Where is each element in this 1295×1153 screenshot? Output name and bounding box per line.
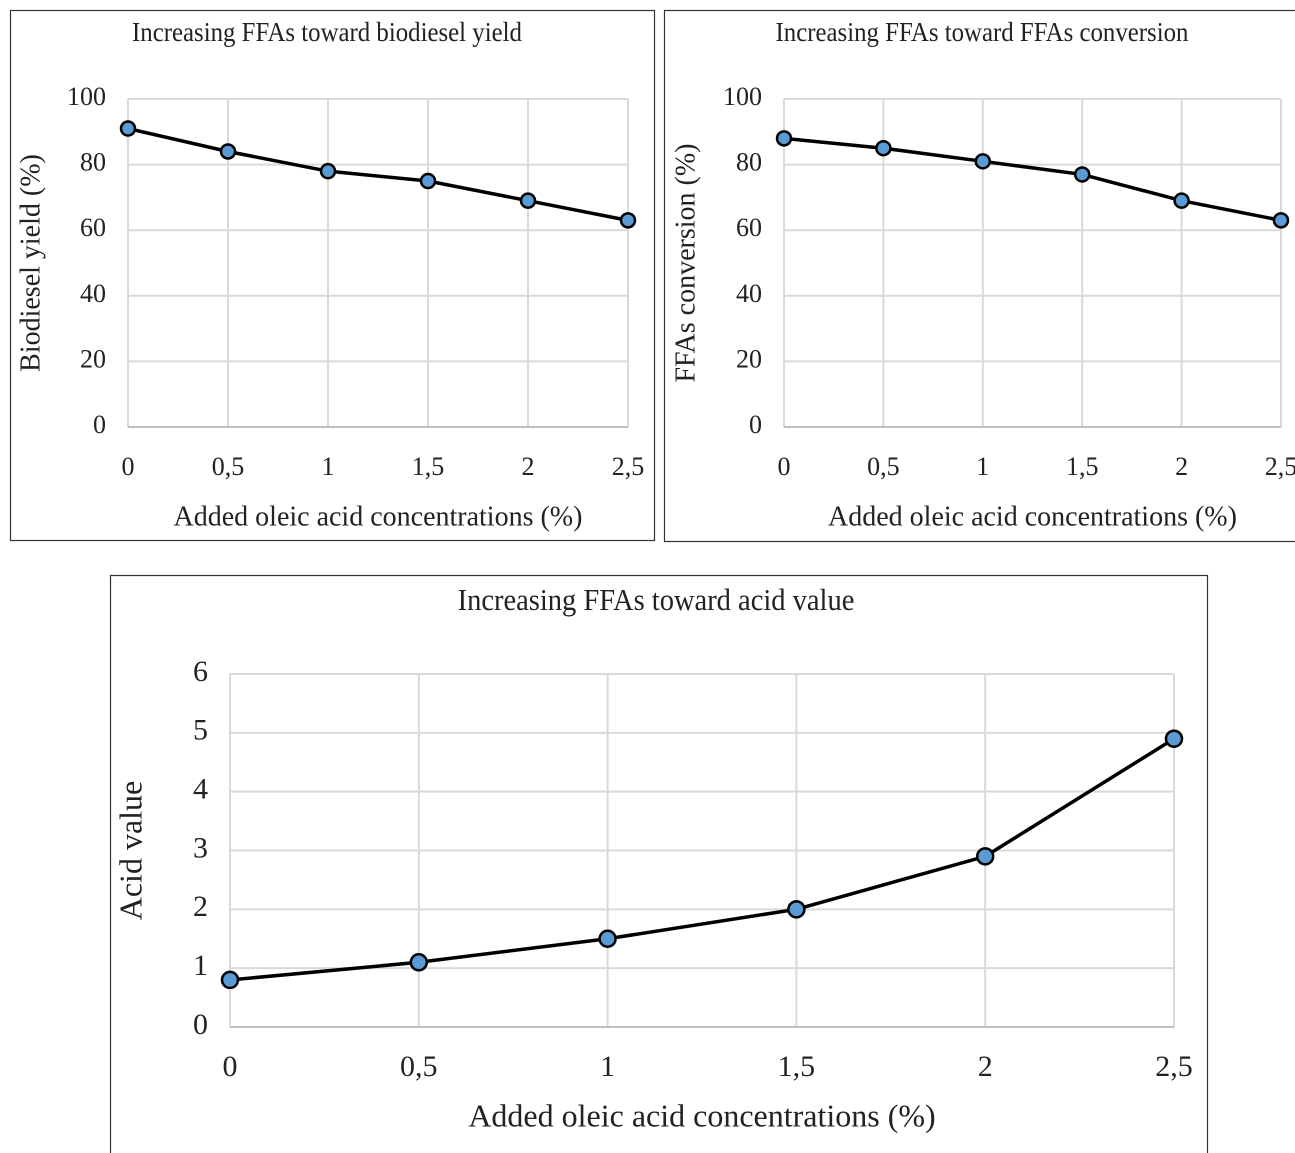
y-tick-label: 1	[193, 949, 208, 982]
x-tick-label: 0	[223, 1050, 238, 1083]
x-tick-label: 1	[976, 452, 989, 481]
y-tick-label: 20	[736, 344, 762, 373]
data-point	[1073, 166, 1091, 183]
x-axis-label: Added oleic acid concentrations (%)	[828, 501, 1237, 532]
x-tick-label: 2,5	[1265, 452, 1295, 481]
y-tick-label: 20	[80, 344, 106, 373]
y-tick-label: 60	[80, 213, 106, 242]
data-point	[1164, 729, 1184, 748]
data-point	[419, 172, 437, 190]
data-point	[974, 153, 992, 170]
y-tick-label: 40	[736, 279, 762, 308]
chart-title: Increasing FFAs toward acid value	[458, 583, 855, 617]
y-axis-label: FFAs conversion (%)	[670, 143, 701, 382]
data-point	[519, 192, 537, 209]
x-axis-label: Added oleic acid concentrations (%)	[468, 1097, 935, 1133]
data-point	[598, 929, 617, 948]
x-tick-label: 1,5	[412, 452, 445, 481]
y-tick-label: 0	[193, 1008, 208, 1041]
x-tick-label: 0,5	[212, 452, 245, 481]
data-point	[1173, 192, 1190, 209]
x-tick-label: 0	[778, 452, 791, 481]
y-tick-label: 3	[193, 831, 208, 864]
data-point	[787, 900, 806, 919]
y-tick-label: 4	[193, 773, 208, 806]
x-tick-label: 2	[1175, 452, 1188, 481]
chart-frame	[109, 574, 1209, 1153]
y-tick-label: 60	[736, 213, 762, 242]
x-tick-label: 0	[122, 452, 135, 481]
data-point	[1272, 212, 1290, 229]
data-point	[875, 139, 892, 157]
y-tick-label: 0	[93, 410, 106, 439]
data-point	[409, 953, 429, 972]
x-axis-label: Added oleic acid concentrations (%)	[174, 501, 583, 532]
data-line	[229, 737, 1175, 982]
chart-title: Increasing FFAs toward FFAs conversion	[776, 17, 1189, 47]
y-tick-label: 6	[193, 655, 208, 688]
data-point	[619, 212, 637, 229]
y-tick-label: 5	[193, 714, 208, 747]
y-tick-label: 80	[736, 148, 762, 177]
data-line	[127, 126, 629, 223]
y-axis-label: Biodiesel yield (%)	[15, 154, 46, 372]
y-tick-label: 2	[193, 890, 208, 923]
x-tick-label: 2	[522, 452, 535, 481]
x-tick-label: 1,5	[778, 1050, 816, 1083]
data-point	[119, 120, 137, 137]
data-point	[319, 162, 337, 180]
x-tick-label: 0,5	[400, 1050, 438, 1083]
x-tick-label: 1,5	[1066, 452, 1099, 481]
data-point	[219, 143, 237, 160]
y-axis-label: Acid value	[112, 781, 148, 921]
y-tick-label: 80	[80, 148, 106, 177]
data-point	[975, 847, 995, 866]
x-tick-label: 0,5	[867, 452, 900, 481]
y-tick-label: 100	[67, 82, 106, 111]
y-tick-label: 100	[723, 82, 762, 111]
x-tick-label: 2,5	[612, 452, 645, 481]
y-tick-label: 0	[749, 410, 762, 439]
x-tick-label: 1	[600, 1050, 615, 1083]
x-tick-label: 2,5	[1155, 1050, 1193, 1083]
data-point	[775, 130, 793, 147]
y-tick-label: 40	[80, 279, 106, 308]
data-line	[783, 136, 1282, 223]
data-point	[220, 970, 240, 990]
x-tick-label: 2	[978, 1050, 993, 1083]
x-tick-label: 1	[322, 452, 335, 481]
chart-title: Increasing FFAs toward biodiesel yield	[132, 17, 522, 47]
